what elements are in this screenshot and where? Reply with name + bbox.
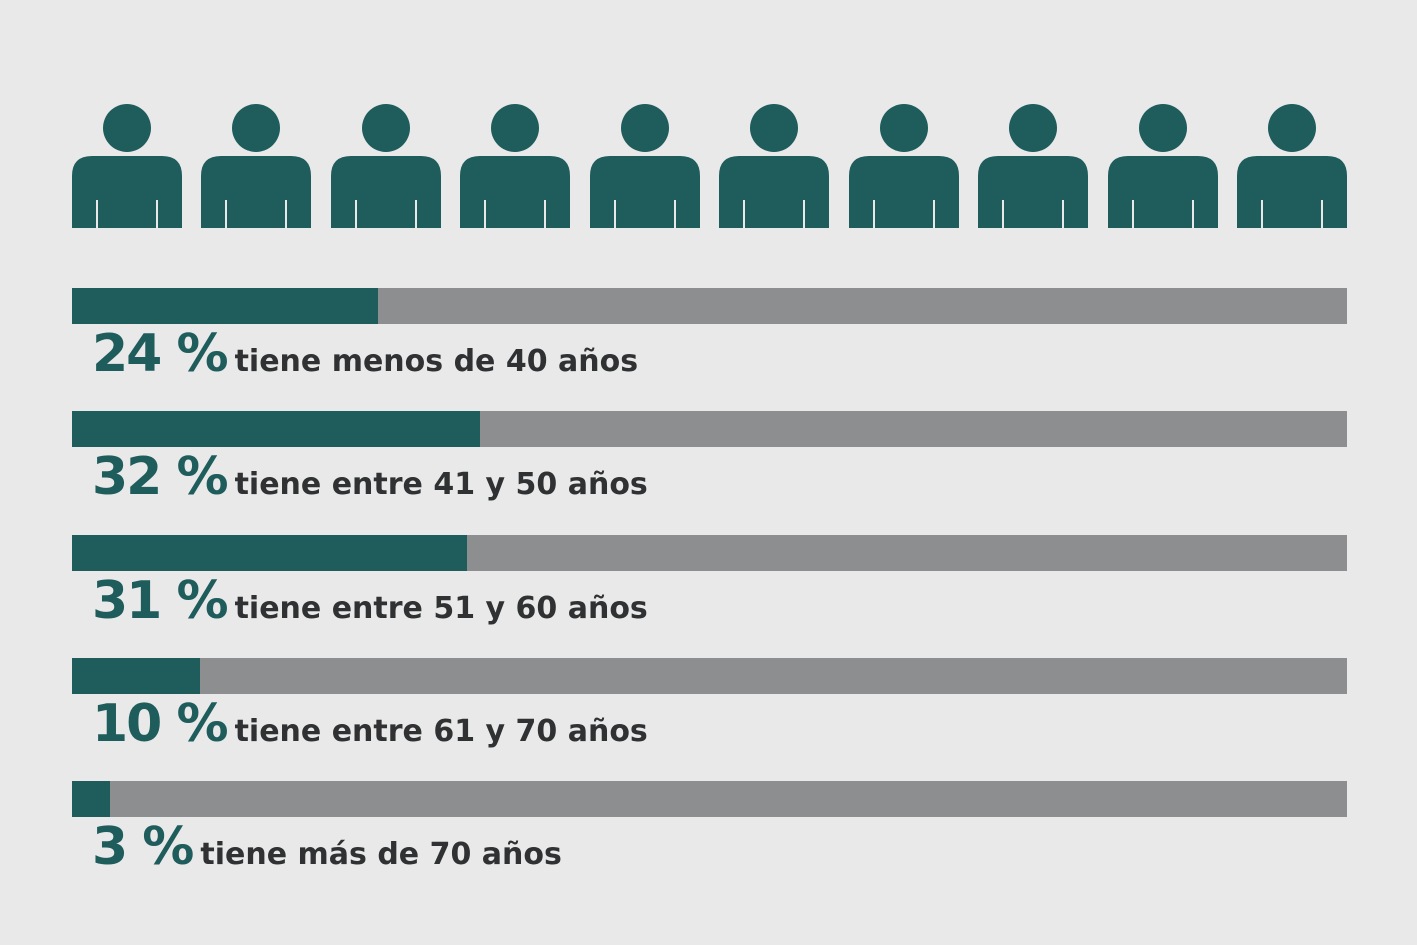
bar-value-label-3: 31 %: [92, 571, 229, 631]
bar-fill-2: [72, 411, 480, 447]
bar-category-label-1: tiene menos de 40 años: [234, 344, 639, 379]
bar-fill-5: [72, 781, 110, 817]
bar-category-label-3: tiene entre 51 y 60 años: [234, 591, 648, 626]
bar-value-label-5: 3 %: [92, 817, 194, 877]
person-icon: [719, 104, 829, 228]
person-icon: [72, 104, 182, 228]
bar-value-label-4: 10 %: [92, 694, 229, 754]
person-icon: [460, 104, 570, 228]
bar-category-label-2: tiene entre 41 y 50 años: [234, 467, 648, 502]
bar-label-2: 32 % tiene entre 41 y 50 años: [92, 451, 648, 503]
bar-track-3: [72, 535, 1347, 571]
bar-track-5: [72, 781, 1347, 817]
bar-label-4: 10 % tiene entre 61 y 70 años: [92, 698, 648, 750]
person-icon: [590, 104, 700, 228]
bar-track-1: [72, 288, 1347, 324]
bar-label-3: 31 % tiene entre 51 y 60 años: [92, 575, 648, 627]
person-icon: [1237, 104, 1347, 228]
person-icon: [201, 104, 311, 228]
bar-value-label-1: 24 %: [92, 324, 229, 384]
bar-track-2: [72, 411, 1347, 447]
bar-category-label-5: tiene más de 70 años: [200, 837, 562, 872]
bar-label-5: 3 % tiene más de 70 años: [92, 821, 562, 873]
person-icon: [331, 104, 441, 228]
person-icon: [978, 104, 1088, 228]
bar-track-4: [72, 658, 1347, 694]
bar-category-label-4: tiene entre 61 y 70 años: [234, 714, 648, 749]
bar-label-1: 24 % tiene menos de 40 años: [92, 328, 638, 380]
bar-fill-4: [72, 658, 200, 694]
person-icon-row: [72, 104, 1347, 228]
bar-fill-3: [72, 535, 467, 571]
person-icon: [1108, 104, 1218, 228]
person-icon: [849, 104, 959, 228]
bar-fill-1: [72, 288, 378, 324]
bar-value-label-2: 32 %: [92, 447, 229, 507]
